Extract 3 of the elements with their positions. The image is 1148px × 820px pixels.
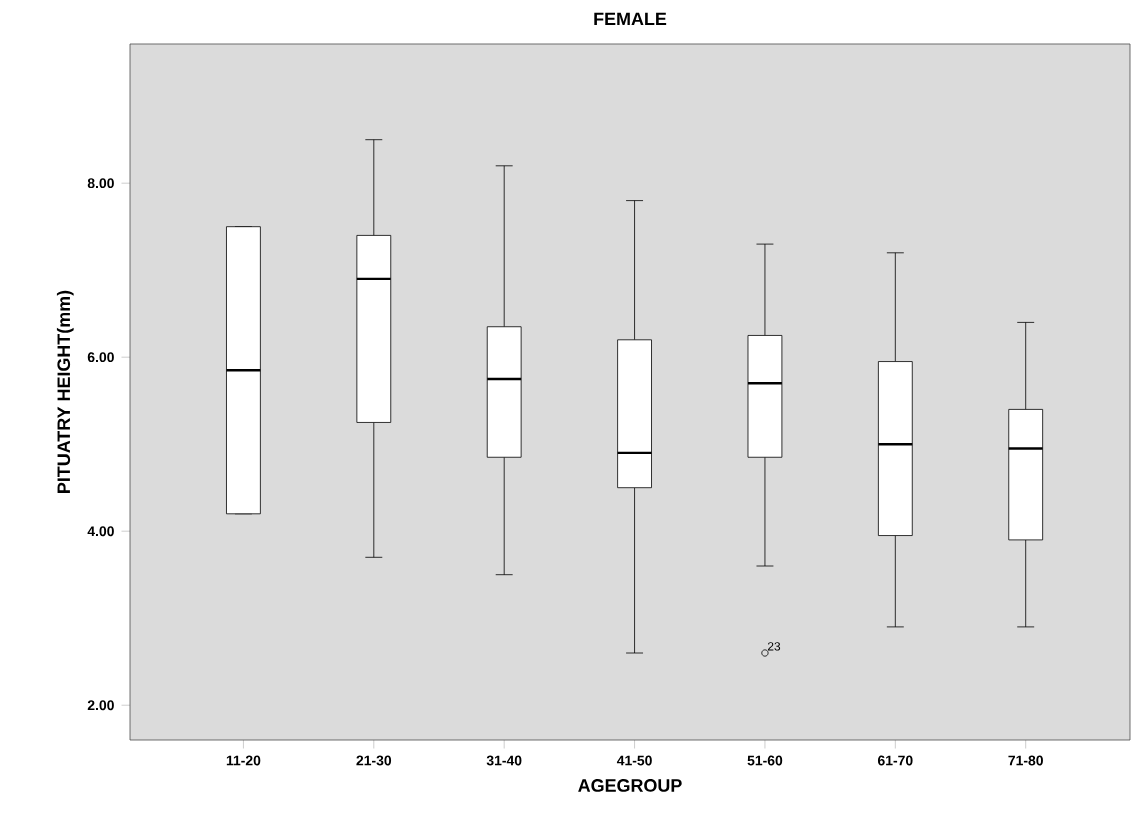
chart-title: FEMALE: [594, 12, 667, 25]
y-axis-title: PITUATRY HEIGHT(mm): [56, 290, 74, 493]
x-axis-title: AGEGROUP: [578, 779, 682, 792]
